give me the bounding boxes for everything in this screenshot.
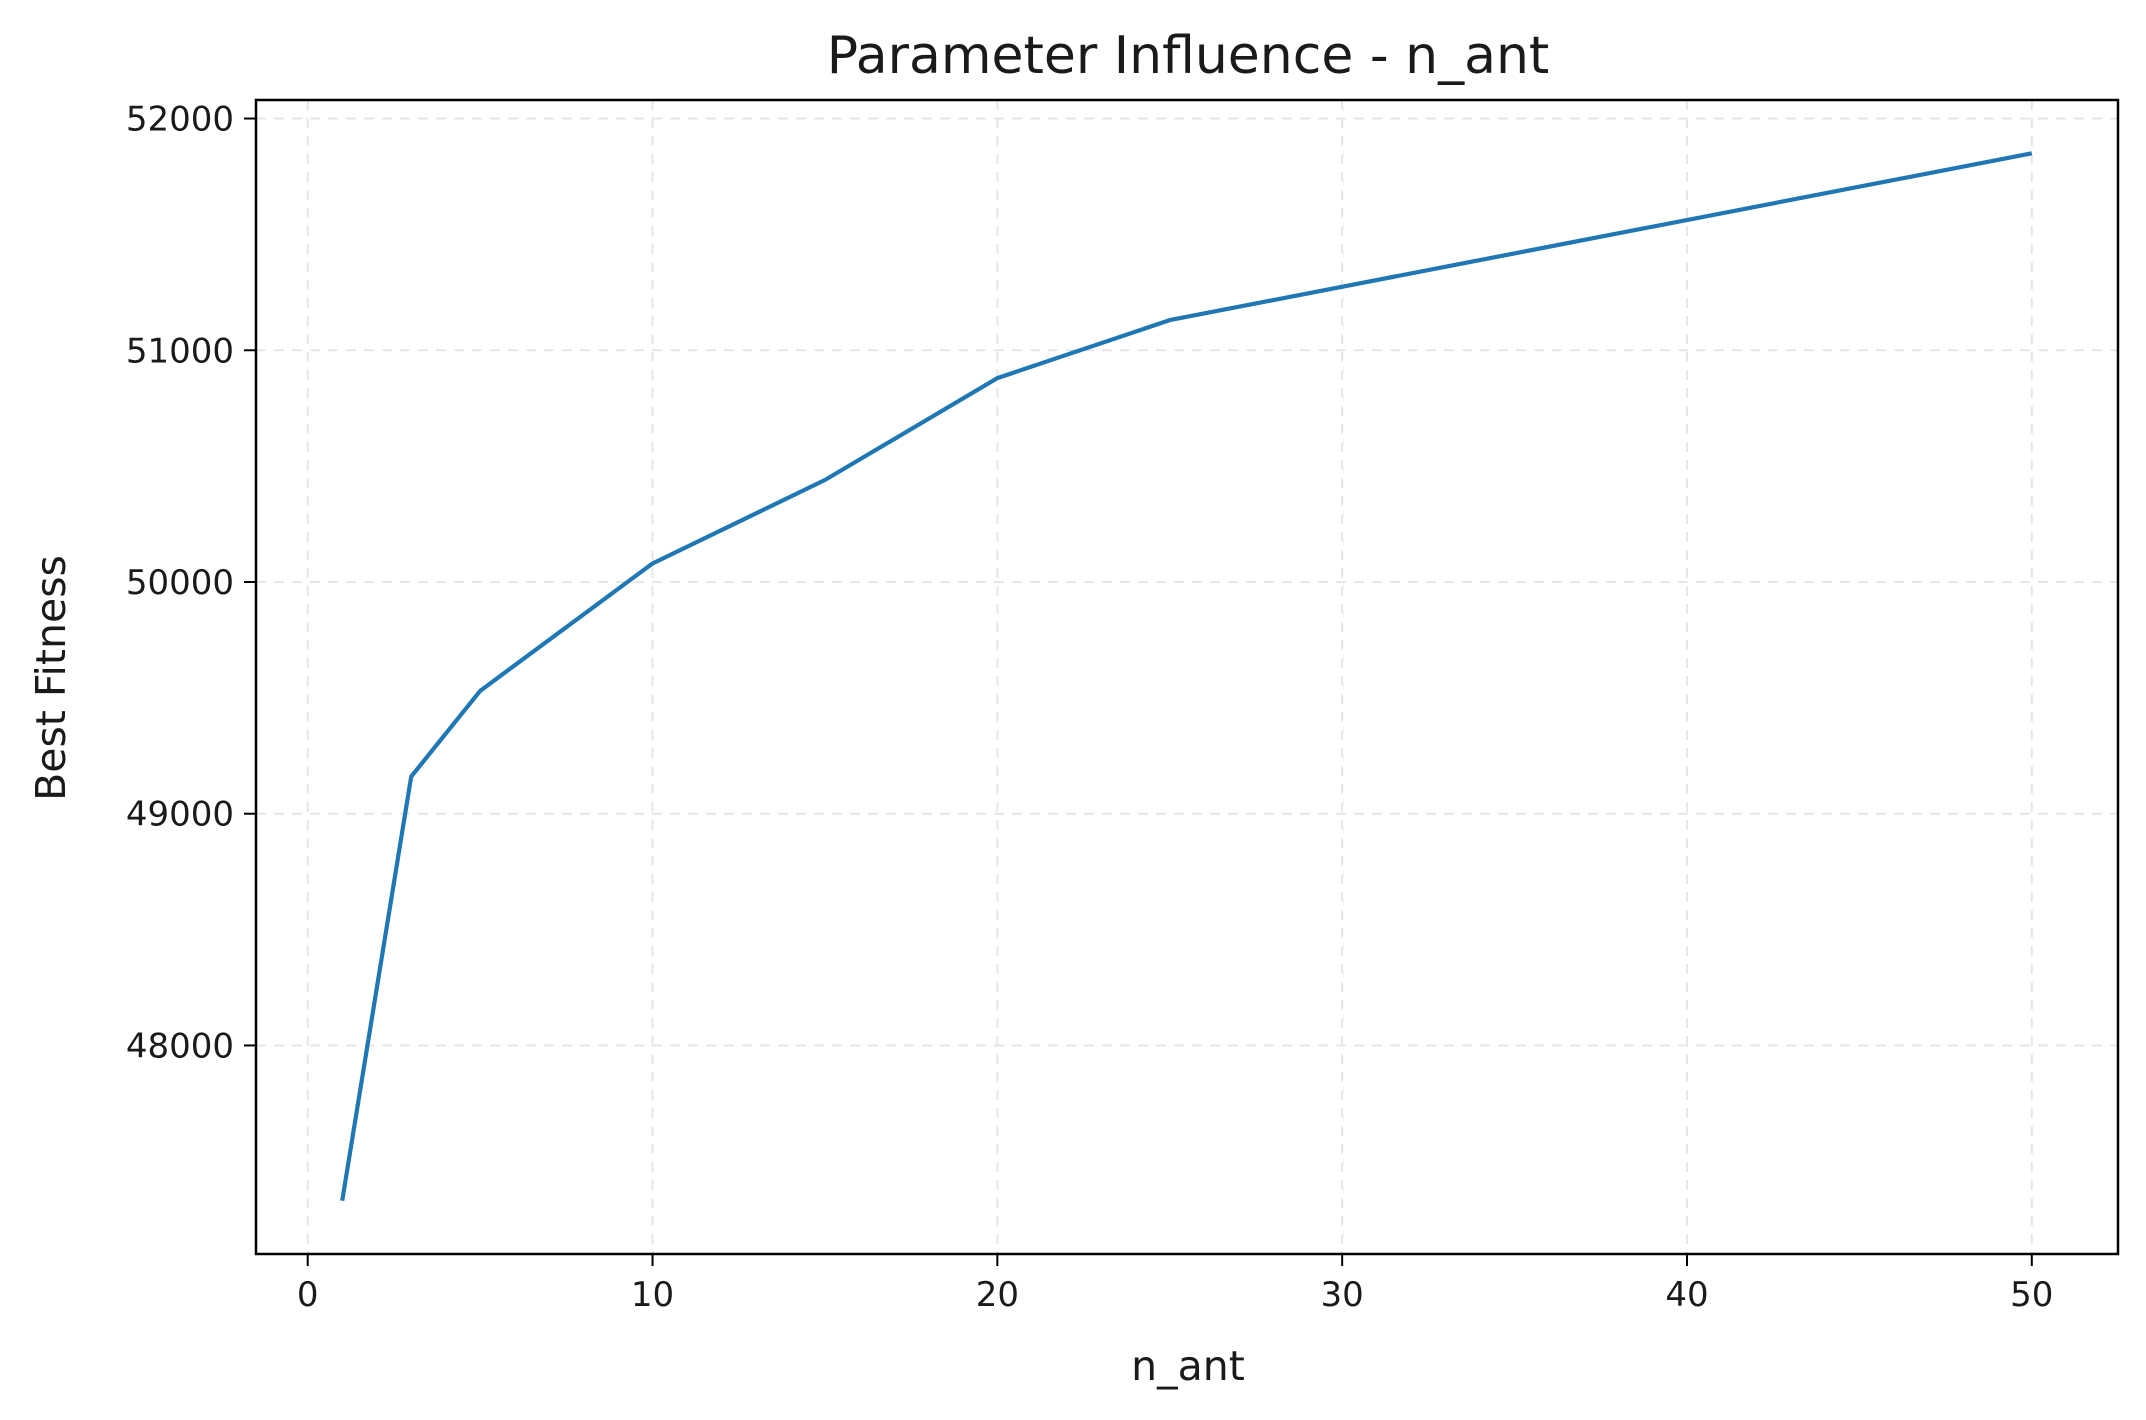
y-tick-label: 51000 — [126, 331, 234, 371]
y-tick-label: 50000 — [126, 563, 234, 603]
x-axis-label: n_ant — [1131, 1342, 1245, 1390]
series-line — [340, 151, 2033, 1202]
x-tick-label: 0 — [297, 1275, 319, 1315]
x-tick-label: 40 — [1665, 1275, 1708, 1315]
x-tick-label: 20 — [976, 1275, 1019, 1315]
x-tick-label: 50 — [2010, 1275, 2053, 1315]
y-tick-label: 48000 — [126, 1026, 234, 1066]
series-layer — [340, 151, 2033, 1202]
y-axis-label: Best Fitness — [27, 555, 75, 801]
x-tick-label: 10 — [631, 1275, 674, 1315]
x-tick-label: 30 — [1321, 1275, 1364, 1315]
grid-layer — [256, 100, 2118, 1254]
y-tick-label: 49000 — [126, 795, 234, 835]
plot-frame — [254, 98, 2120, 1256]
y-tick-label: 52000 — [126, 100, 234, 140]
chart-title: Parameter Influence - n_ant — [827, 26, 1550, 86]
tick-layer: 0 10 20 30 40 50 48000 49000 50000 51000 52000 — [126, 100, 2054, 1315]
